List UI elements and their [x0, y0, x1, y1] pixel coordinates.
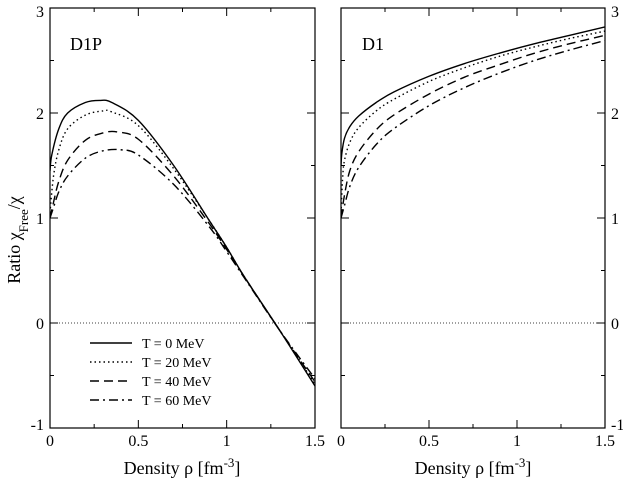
x-tick-label: 1.5 [595, 433, 615, 450]
y-tick-label: 3 [611, 4, 619, 21]
x-tick-label: 1 [223, 433, 231, 450]
x-tick-label: 1 [513, 433, 521, 450]
panel-d1: 0 0.5 1 1.5-1 0 1 2 3 D1 [337, 4, 623, 450]
series-line-t-40-mev [50, 130, 315, 383]
x-tick-label: 0.5 [419, 433, 439, 450]
series-line-t-60-mev [341, 39, 605, 219]
y-tick-label: 1 [36, 211, 44, 228]
y-tick-label: -1 [31, 417, 44, 434]
y-tick-label: 2 [611, 106, 619, 123]
y-axis-title: Ratio χFree/χ [4, 196, 31, 284]
y-tick-label: 0 [611, 316, 619, 333]
x-axis-title-left: Density ρ [fm-3] [124, 455, 241, 479]
legend-entry: T = 60 MeV [142, 394, 211, 409]
legend-entry: T = 0 MeV [142, 337, 204, 352]
x-tick-label: 0 [46, 433, 54, 450]
panel-label: D1 [362, 34, 384, 54]
y-tick-label: 3 [36, 4, 44, 21]
series-line-t-20-mev [341, 30, 605, 213]
x-tick-label: 1.5 [305, 433, 325, 450]
legend-entry: T = 40 MeV [142, 375, 211, 390]
panel-label: D1P [70, 34, 102, 54]
y-tick-label: 2 [36, 106, 44, 123]
series-line-t-0-mev [341, 26, 605, 166]
plot-frame [340, 7, 606, 429]
series-line-t-60-mev [50, 148, 315, 380]
series-line-t-40-mev [341, 34, 605, 219]
x-tick-label: 0.5 [128, 433, 148, 450]
y-tick-label: 1 [611, 211, 619, 228]
legend-entry: T = 20 MeV [142, 356, 211, 371]
y-tick-label: -1 [611, 417, 623, 434]
x-tick-label: 0 [337, 433, 345, 450]
x-axis-title-right: Density ρ [fm-3] [415, 455, 532, 479]
y-tick-label: 0 [36, 316, 44, 333]
